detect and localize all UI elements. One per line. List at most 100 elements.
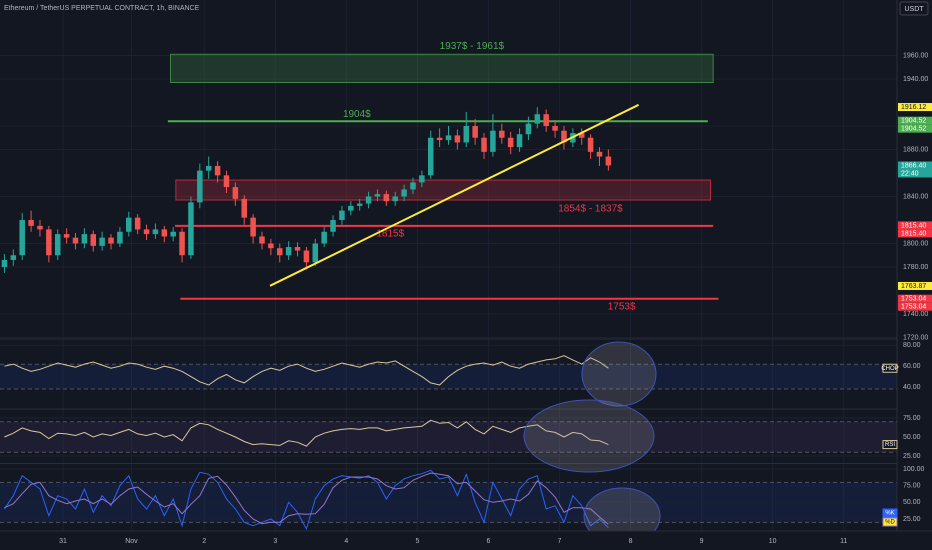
x-tick-label: 10 bbox=[769, 538, 777, 545]
candle-body bbox=[108, 237, 114, 244]
level-label: 1815$ bbox=[376, 229, 404, 240]
y-tick-label: 25.00 bbox=[903, 516, 921, 523]
indicator-line bbox=[3, 469, 609, 531]
candle-body bbox=[463, 125, 470, 143]
candle-body bbox=[499, 130, 505, 138]
candle-body bbox=[374, 194, 381, 197]
candle-body bbox=[303, 250, 310, 263]
candle-body bbox=[197, 170, 203, 203]
candle-body bbox=[596, 151, 603, 157]
y-tick-label: 50.00 bbox=[903, 434, 921, 441]
candle-body bbox=[534, 114, 541, 124]
candle-body bbox=[419, 175, 425, 183]
candle-body bbox=[427, 137, 434, 176]
x-tick-label: 5 bbox=[415, 538, 419, 545]
candle-body bbox=[392, 196, 398, 202]
y-tick-label: 100.00 bbox=[903, 466, 925, 473]
zone bbox=[170, 53, 714, 84]
candle-body bbox=[205, 165, 212, 171]
candle-body bbox=[117, 231, 123, 244]
price-tag-label: 1753.04 bbox=[901, 296, 926, 303]
indicator-line bbox=[4, 419, 609, 447]
price-tag-label: 1866.40 bbox=[901, 162, 926, 169]
candle-body bbox=[481, 137, 487, 152]
series-tag bbox=[882, 363, 898, 373]
price-tag-label: 1815.40 bbox=[901, 230, 926, 237]
candle-body bbox=[268, 243, 274, 249]
price-tag bbox=[898, 281, 932, 290]
currency-label[interactable]: USDT bbox=[904, 6, 924, 13]
candle-body bbox=[99, 237, 105, 246]
candle-body bbox=[339, 210, 345, 221]
x-tick-label: 31 bbox=[59, 538, 67, 545]
candle-body bbox=[348, 205, 354, 211]
candle-body bbox=[37, 225, 43, 230]
candle-body bbox=[410, 182, 416, 190]
candle-body bbox=[552, 125, 558, 131]
candle-body bbox=[294, 247, 301, 251]
candle-body bbox=[1, 259, 8, 268]
y-tick-label: 40.00 bbox=[903, 384, 921, 391]
candle-body bbox=[143, 229, 150, 235]
zone-label: 1937$ - 1961$ bbox=[440, 41, 505, 52]
price-tag-label: 1904.52 bbox=[901, 126, 926, 133]
y-tick-label: 25.00 bbox=[903, 453, 921, 460]
level-label: 1904$ bbox=[343, 109, 371, 120]
grid-layer bbox=[0, 0, 932, 531]
candle-body bbox=[587, 137, 594, 152]
plot-layer: 1937$ - 1961$ 1854$ - 1837$ 1904$ 1815$ 1753… bbox=[1, 41, 719, 531]
countdown: 22:40 bbox=[901, 170, 919, 177]
price-tag bbox=[898, 221, 932, 230]
chart-title: Ethereum / TetherUS PERPETUAL CONTRACT, … bbox=[4, 5, 200, 12]
candle-body bbox=[490, 130, 496, 152]
candle-body bbox=[19, 220, 25, 256]
zone-label: 1854$ - 1837$ bbox=[558, 204, 623, 215]
y-tick-label: 1880.00 bbox=[903, 146, 928, 153]
x-tick-label: 11 bbox=[840, 538, 847, 545]
price-tag-label: 1763.87 bbox=[901, 283, 926, 290]
price-tag bbox=[898, 294, 932, 303]
candle-body bbox=[561, 130, 567, 143]
price-tag bbox=[898, 161, 932, 178]
y-tick-label: 1780.00 bbox=[903, 264, 928, 271]
candle-body bbox=[134, 217, 141, 230]
candle-body bbox=[365, 196, 372, 204]
candle-body bbox=[259, 236, 265, 244]
y-tick-label: 1840.00 bbox=[903, 193, 928, 200]
candle-body bbox=[383, 194, 390, 202]
candle-body bbox=[54, 234, 61, 256]
indicator-line bbox=[4, 472, 609, 525]
y-tick-label: 1800.00 bbox=[903, 240, 928, 247]
y-tick-label: 1960.00 bbox=[903, 52, 928, 59]
candle-body bbox=[454, 135, 461, 143]
y-tick-label: 1720.00 bbox=[903, 334, 928, 341]
candle-body bbox=[321, 231, 327, 244]
x-tick-label: 2 bbox=[202, 538, 206, 545]
candle-body bbox=[72, 237, 79, 244]
highlight-circle bbox=[523, 399, 655, 473]
x-tick-label: 7 bbox=[558, 538, 562, 545]
y-tick-label: 75.00 bbox=[903, 415, 921, 422]
x-tick-label: 9 bbox=[700, 538, 704, 545]
trendline bbox=[269, 103, 639, 287]
price-tag-label: 1904.52 bbox=[901, 118, 926, 125]
y-tick-label: 50.00 bbox=[903, 499, 921, 506]
candle-body bbox=[81, 234, 88, 244]
series-tag-label: %D bbox=[885, 520, 895, 526]
y-tick-label: 80.00 bbox=[903, 342, 921, 349]
series-tag bbox=[882, 440, 898, 450]
candle-body bbox=[445, 135, 452, 141]
candle-body bbox=[472, 125, 478, 138]
x-tick-label: Nov bbox=[125, 538, 138, 545]
series-tag bbox=[882, 508, 898, 518]
level-label: 1753$ bbox=[608, 301, 636, 312]
candle-body bbox=[170, 231, 176, 237]
candle-body bbox=[161, 229, 168, 237]
series-tag bbox=[882, 517, 898, 527]
candle-body bbox=[214, 165, 221, 176]
price-tag bbox=[898, 302, 932, 311]
price-tag bbox=[898, 124, 932, 133]
currency-button[interactable] bbox=[899, 1, 929, 16]
